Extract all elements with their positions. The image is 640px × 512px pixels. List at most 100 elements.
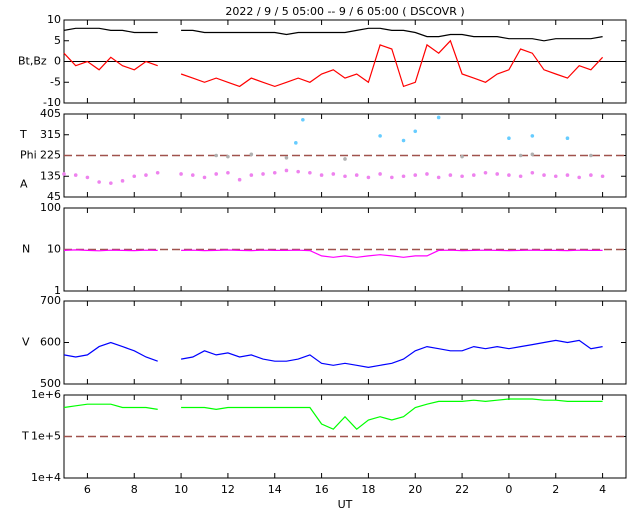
series-line xyxy=(181,398,603,431)
y-axis-label: A xyxy=(20,177,28,190)
y-tick-label: 135 xyxy=(40,169,61,182)
scatter-point xyxy=(296,169,300,174)
scatter-point xyxy=(471,173,476,177)
x-tick-label: 6 xyxy=(84,483,91,496)
scatter-point xyxy=(272,170,277,175)
scatter-point xyxy=(390,175,394,180)
scatter-point xyxy=(436,115,441,120)
scatter-point xyxy=(249,173,254,177)
y-axis-label: T xyxy=(21,430,29,443)
series-line xyxy=(181,27,603,42)
y-tick-label: 315 xyxy=(40,128,61,141)
scatter-point xyxy=(530,134,535,138)
x-tick-label: 0 xyxy=(505,483,512,496)
scatter-point xyxy=(214,153,219,158)
series-line xyxy=(63,403,158,410)
scatter-point xyxy=(507,173,511,177)
scatter-point xyxy=(190,173,195,177)
scatter-point xyxy=(237,177,242,182)
scatter-point xyxy=(85,175,90,180)
scatter-point xyxy=(507,136,511,141)
x-axis-label: UT xyxy=(338,498,353,511)
scatter-point xyxy=(460,154,464,159)
x-tick-label: 12 xyxy=(221,483,235,496)
y-tick-label: -10 xyxy=(43,96,61,109)
y-axis-label: Bt,Bz xyxy=(18,55,47,68)
y-tick-label: 100 xyxy=(40,201,61,214)
y-tick-label: 1e+5 xyxy=(31,430,61,443)
scatter-point xyxy=(343,157,347,161)
x-tick-label: 16 xyxy=(315,483,329,496)
scatter-point xyxy=(308,170,312,175)
scatter-point xyxy=(589,173,593,177)
series-line xyxy=(63,249,158,252)
scatter-point xyxy=(354,173,359,177)
scatter-point xyxy=(542,173,546,177)
scatter-point xyxy=(577,175,581,180)
scatter-point xyxy=(518,174,523,179)
y-tick-label: 5 xyxy=(54,34,61,47)
scatter-point xyxy=(378,134,382,138)
scatter-point xyxy=(261,172,265,176)
scatter-point xyxy=(249,152,254,157)
scatter-point xyxy=(284,156,289,160)
scatter-point xyxy=(553,174,558,179)
scatter-point xyxy=(62,172,66,176)
series-line xyxy=(181,249,603,258)
y-axis-label: T xyxy=(19,128,27,141)
scatter-point xyxy=(97,180,101,184)
scatter-point xyxy=(155,170,160,175)
scatter-point xyxy=(565,136,570,141)
scatter-point xyxy=(436,175,441,180)
scatter-point xyxy=(319,173,324,177)
y-axis-label: V xyxy=(22,336,30,349)
scatter-point xyxy=(378,172,382,176)
scatter-point xyxy=(589,153,593,158)
y-tick-label: 600 xyxy=(40,336,61,349)
scatter-point xyxy=(284,168,289,173)
x-tick-label: 22 xyxy=(455,483,469,496)
scatter-point xyxy=(425,172,429,176)
scatter-point xyxy=(401,138,406,143)
scatter-point xyxy=(518,153,523,158)
y-tick-label: 10 xyxy=(47,243,61,256)
scatter-point xyxy=(179,172,183,176)
y-axis-label: N xyxy=(22,243,30,256)
series-line xyxy=(180,39,604,88)
scatter-point xyxy=(214,172,219,176)
scatter-point xyxy=(343,174,347,179)
scatter-point xyxy=(565,173,570,177)
y-tick-label: 700 xyxy=(40,294,61,307)
y-axis-label: Phi xyxy=(20,149,37,162)
scatter-point xyxy=(226,154,230,159)
scatter-point xyxy=(144,173,148,177)
x-tick-label: 14 xyxy=(268,483,282,496)
scatter-point xyxy=(413,173,418,177)
scatter-point xyxy=(448,173,453,177)
x-tick-label: 18 xyxy=(361,483,375,496)
scatter-point xyxy=(294,141,298,145)
scatter-point xyxy=(132,174,137,179)
scatter-point xyxy=(483,170,488,175)
scatter-point xyxy=(109,181,113,185)
x-tick-label: 10 xyxy=(174,483,188,496)
scatter-point xyxy=(120,179,125,183)
y-tick-label: 500 xyxy=(40,377,61,390)
y-tick-label: 10 xyxy=(47,13,61,26)
y-tick-label: 45 xyxy=(47,190,61,203)
y-tick-label: 225 xyxy=(40,149,61,162)
y-tick-label: 0 xyxy=(54,55,61,68)
scatter-point xyxy=(460,174,464,179)
y-tick-label: -5 xyxy=(50,75,61,88)
series-line xyxy=(63,52,158,71)
series-line xyxy=(63,341,158,362)
title: 2022 / 9 / 5 05:00 -- 9 / 6 05:00 ( DSCO… xyxy=(225,5,464,18)
scatter-point xyxy=(226,170,230,175)
scatter-point xyxy=(73,173,78,177)
scatter-point xyxy=(413,129,418,134)
series-line xyxy=(180,339,603,369)
scatter-point xyxy=(495,172,500,176)
x-tick-label: 4 xyxy=(599,483,606,496)
